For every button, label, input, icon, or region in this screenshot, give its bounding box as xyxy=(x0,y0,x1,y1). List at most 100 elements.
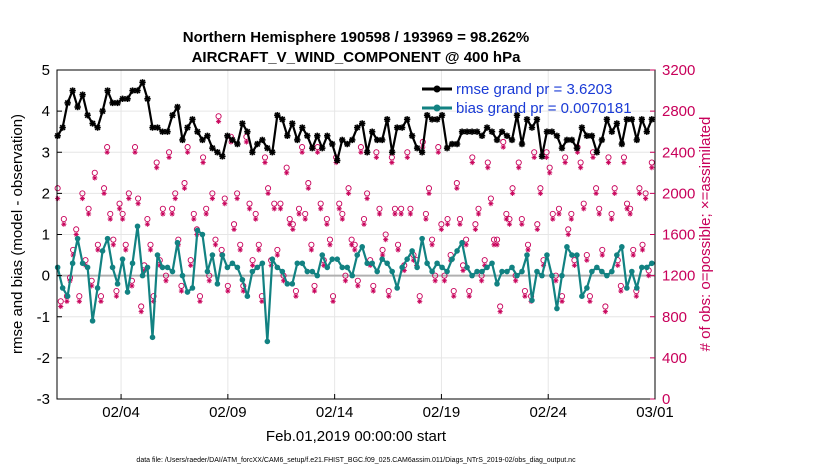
rmse-point-33 xyxy=(219,153,226,160)
obs_assimilated-marker-163 xyxy=(559,298,565,304)
rmse-point-27-d2 xyxy=(189,116,196,123)
bias-point-74 xyxy=(424,260,430,267)
rmse-point-4-d2 xyxy=(74,104,81,110)
bias-point-75 xyxy=(429,268,435,275)
bias-point-76 xyxy=(434,260,440,267)
obs_assimilated-marker-109-d2 xyxy=(392,211,398,217)
obs_assimilated-marker-132-d2 xyxy=(463,242,469,247)
rmse-point-35-d2 xyxy=(229,136,236,143)
obs_assimilated-marker-144 xyxy=(500,144,506,150)
obs_assimilated-marker-108 xyxy=(389,159,395,166)
left-tick-label-1: -2 xyxy=(37,350,50,367)
rmse-point-92 xyxy=(513,112,521,119)
bias-point-107 xyxy=(589,268,595,275)
rmse-point-113-d2 xyxy=(618,141,625,147)
obs_assimilated-marker-179-d2 xyxy=(609,216,614,222)
bias-point-83 xyxy=(469,272,475,279)
bias-point-96 xyxy=(534,268,540,275)
obs_assimilated-marker-24-d2 xyxy=(129,283,135,289)
obs_assimilated-marker-156 xyxy=(537,190,543,196)
bias-point-113 xyxy=(619,244,625,250)
bias-point-50 xyxy=(304,268,311,275)
bias-point-112 xyxy=(614,252,620,258)
obs_assimilated-marker-63-d2 xyxy=(250,263,255,268)
obs_assimilated-marker-94 xyxy=(345,190,352,196)
bias-point-60 xyxy=(354,252,361,258)
obs_assimilated-marker-62-d2 xyxy=(247,206,252,211)
obs_assimilated-marker-51 xyxy=(212,242,219,248)
rmse-point-57-d2 xyxy=(339,136,346,143)
bias-point-29 xyxy=(199,231,206,238)
obs_assimilated-marker-178 xyxy=(605,159,612,166)
x-tick-label-0: 02/04 xyxy=(102,404,140,421)
rmse-point-63-d2 xyxy=(369,128,376,135)
obs_assimilated-marker-121-d2 xyxy=(429,242,435,247)
obs_assimilated-marker-103 xyxy=(373,154,379,160)
obs_assimilated-marker-54 xyxy=(222,201,228,207)
rmse-point-52 xyxy=(314,132,321,139)
obs_assimilated-marker-23-d2 xyxy=(126,196,131,201)
rmse-point-10-d2 xyxy=(104,87,111,94)
bias-point-33 xyxy=(219,252,226,258)
rmse-point-66 xyxy=(383,116,391,123)
rmse-point-12 xyxy=(114,99,121,107)
obs_assimilated-marker-146-d2 xyxy=(507,222,512,227)
obs_assimilated-marker-152-d2 xyxy=(525,247,531,253)
obs_assimilated-marker-103-d2 xyxy=(374,155,379,160)
bias-point-63 xyxy=(369,260,375,267)
obs_assimilated-marker-134-d2 xyxy=(470,160,475,165)
left-tick-label-5: 2 xyxy=(42,185,50,202)
obs_assimilated-marker-34 xyxy=(160,211,166,217)
obs_assimilated-marker-58-d2 xyxy=(234,196,240,201)
rmse-point-87-d2 xyxy=(489,128,495,135)
bias-point-82 xyxy=(464,264,470,271)
rmse-point-1 xyxy=(59,124,66,131)
rmse-point-44 xyxy=(274,112,281,119)
obs_assimilated-marker-58 xyxy=(234,195,240,202)
rmse-point-16-d2 xyxy=(134,87,141,94)
rmse-point-81-d2 xyxy=(459,128,466,135)
obs_assimilated-marker-25 xyxy=(132,149,138,155)
rmse-point-27 xyxy=(189,116,196,123)
obs_assimilated-marker-50 xyxy=(209,195,215,202)
obs_assimilated-marker-137-d2 xyxy=(479,278,484,283)
obs_assimilated-marker-20-d2 xyxy=(117,206,122,211)
rmse-point-83-d2 xyxy=(469,128,476,135)
obs_assimilated-marker-19-d2 xyxy=(114,294,119,299)
rmse-point-30 xyxy=(204,132,211,139)
rmse-point-5-d2 xyxy=(79,91,86,98)
obs_assimilated-marker-10 xyxy=(85,211,92,217)
x-axis-label: Feb.01,2019 00:00:00 start xyxy=(266,428,447,445)
obs_assimilated-marker-148 xyxy=(513,278,519,284)
rmse-point-55-d2 xyxy=(329,141,336,147)
rmse-point-71-d2 xyxy=(409,132,416,139)
bias-point-24 xyxy=(174,239,181,246)
obs_assimilated-marker-65 xyxy=(256,247,262,253)
legend-bias-text: bias grand pr = 0.0070181 xyxy=(456,100,632,117)
bias-point-69 xyxy=(399,264,405,271)
obs_assimilated-marker-25-d2 xyxy=(132,150,138,155)
bias-point-0 xyxy=(54,264,61,271)
obs_assimilated-marker-78-d2 xyxy=(296,211,302,217)
obs_assimilated-marker-99 xyxy=(361,221,367,227)
rmse-point-17 xyxy=(139,79,146,86)
obs_assimilated-marker-126-d2 xyxy=(445,222,450,227)
rmse-point-115-d2 xyxy=(628,116,635,123)
obs_assimilated-marker-99-d2 xyxy=(361,222,367,227)
rmse-point-103-d2 xyxy=(568,136,575,143)
rmse-point-109-d2 xyxy=(598,136,605,143)
bias-point-103 xyxy=(569,252,575,258)
obs_assimilated-marker-126 xyxy=(444,221,451,227)
rmse-point-61-d2 xyxy=(359,120,366,127)
bias-point-115 xyxy=(629,268,635,275)
rmse-point-23 xyxy=(169,112,176,119)
obs_assimilated-marker-26-d2 xyxy=(135,201,141,206)
bias-point-84 xyxy=(474,268,480,275)
bias-point-68 xyxy=(394,285,400,291)
obs_assimilated-marker-159-d2 xyxy=(547,170,552,175)
rmse-point-8-d2 xyxy=(94,124,101,131)
bias-point-72 xyxy=(414,264,420,271)
obs_assimilated-marker-17-d2 xyxy=(108,216,113,222)
rmse-point-44-d2 xyxy=(274,112,281,119)
obs_assimilated-marker-89 xyxy=(330,298,336,304)
